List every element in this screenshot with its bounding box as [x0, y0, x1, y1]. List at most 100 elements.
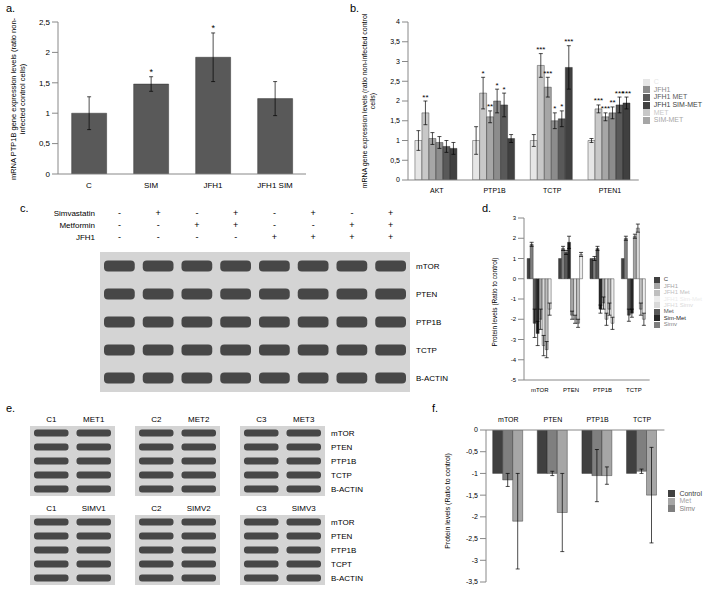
svg-text:B-ACTIN: B-ACTIN — [416, 374, 448, 383]
svg-text:**: ** — [609, 98, 615, 107]
svg-text:+: + — [388, 220, 393, 230]
svg-text:PTEN: PTEN — [331, 443, 353, 452]
svg-text:SIMV1: SIMV1 — [82, 504, 107, 513]
svg-text:*: * — [553, 104, 556, 113]
svg-text:-5: -5 — [511, 377, 517, 383]
svg-text:0,5: 0,5 — [39, 139, 51, 148]
svg-text:1: 1 — [46, 109, 51, 118]
svg-text:C1: C1 — [46, 504, 57, 513]
svg-text:1,5: 1,5 — [390, 117, 400, 124]
svg-text:-: - — [157, 220, 160, 230]
svg-text:1: 1 — [513, 256, 517, 262]
svg-text:***: *** — [543, 69, 552, 78]
svg-text:-: - — [273, 208, 276, 218]
svg-text:mTOR: mTOR — [416, 262, 440, 271]
svg-text:PTP1B: PTP1B — [416, 318, 441, 327]
svg-text:-1,5: -1,5 — [466, 492, 478, 499]
svg-text:-: - — [157, 232, 160, 242]
svg-text:PTEN: PTEN — [563, 387, 579, 392]
svg-text:*: * — [482, 69, 485, 78]
svg-text:***: *** — [622, 89, 631, 98]
svg-text:**: ** — [487, 102, 493, 111]
svg-text:+: + — [349, 220, 354, 230]
svg-text:+: + — [388, 232, 393, 242]
svg-text:PTEN: PTEN — [416, 290, 438, 299]
svg-text:C3: C3 — [256, 504, 267, 513]
svg-text:+: + — [310, 232, 315, 242]
svg-text:JFH1: JFH1 — [203, 181, 223, 190]
svg-text:+: + — [194, 220, 199, 230]
svg-text:-1: -1 — [472, 470, 478, 477]
svg-text:-3: -3 — [472, 557, 478, 564]
svg-text:-: - — [273, 220, 276, 230]
svg-text:JFH1 SIM: JFH1 SIM — [257, 181, 293, 190]
svg-text:1: 1 — [396, 137, 400, 144]
svg-text:PTEN1: PTEN1 — [599, 187, 622, 194]
svg-text:+: + — [388, 208, 393, 218]
svg-text:PTP1B: PTP1B — [331, 546, 356, 555]
svg-text:C1: C1 — [46, 415, 57, 424]
svg-text:-: - — [118, 208, 121, 218]
svg-text:B-ACTIN: B-ACTIN — [331, 574, 363, 583]
svg-text:-: - — [234, 232, 237, 242]
svg-text:B-ACTIN: B-ACTIN — [331, 485, 363, 494]
svg-text:*: * — [560, 102, 563, 111]
svg-text:0: 0 — [474, 426, 478, 433]
svg-text:PTP1B: PTP1B — [483, 187, 506, 194]
svg-text:TCTP: TCTP — [543, 187, 562, 194]
svg-text:PTEN: PTEN — [331, 532, 353, 541]
svg-text:PTP1B: PTP1B — [331, 457, 356, 466]
svg-text:MET1: MET1 — [83, 415, 105, 424]
svg-text:+: + — [272, 232, 277, 242]
svg-text:-3,5: -3,5 — [466, 578, 478, 585]
svg-text:***: *** — [536, 45, 545, 54]
svg-text:C: C — [86, 181, 92, 190]
svg-text:+: + — [349, 232, 354, 242]
svg-text:TCPT: TCPT — [331, 560, 352, 569]
svg-text:1,5: 1,5 — [39, 79, 51, 88]
svg-text:JFH1: JFH1 — [76, 233, 96, 242]
svg-text:TCTP: TCTP — [633, 416, 652, 423]
svg-text:SIMV3: SIMV3 — [292, 504, 317, 513]
svg-text:***: *** — [564, 37, 573, 46]
svg-text:-4: -4 — [511, 357, 517, 363]
svg-text:Metformin: Metformin — [59, 221, 95, 230]
svg-text:**: ** — [422, 93, 428, 102]
svg-text:0: 0 — [396, 176, 400, 183]
svg-text:mTOR: mTOR — [531, 387, 549, 392]
svg-text:MET3: MET3 — [293, 415, 315, 424]
svg-text:0,5: 0,5 — [390, 157, 400, 164]
svg-text:*: * — [211, 23, 215, 33]
svg-text:4: 4 — [396, 18, 400, 25]
svg-text:C2: C2 — [151, 504, 162, 513]
svg-text:+: + — [310, 208, 315, 218]
svg-text:SIM: SIM — [144, 181, 159, 190]
svg-text:C3: C3 — [256, 415, 267, 424]
svg-text:TCTP: TCTP — [416, 346, 437, 355]
svg-text:-: - — [195, 232, 198, 242]
svg-text:-3: -3 — [511, 337, 517, 343]
svg-text:-0,5: -0,5 — [466, 448, 478, 455]
svg-text:-: - — [350, 208, 353, 218]
svg-text:TCTP: TCTP — [331, 471, 352, 480]
svg-text:+: + — [233, 208, 238, 218]
svg-text:c.: c. — [20, 202, 29, 214]
svg-text:2: 2 — [513, 235, 517, 241]
svg-text:-: - — [312, 220, 315, 230]
svg-text:mTOR: mTOR — [498, 416, 518, 423]
svg-text:2: 2 — [396, 97, 400, 104]
svg-text:*: * — [149, 67, 153, 77]
svg-text:+: + — [233, 220, 238, 230]
svg-text:2,5: 2,5 — [390, 78, 400, 85]
svg-text:PTP1B: PTP1B — [586, 416, 609, 423]
svg-text:C2: C2 — [151, 415, 162, 424]
svg-text:SIMV2: SIMV2 — [187, 504, 212, 513]
svg-text:2,5: 2,5 — [39, 18, 51, 27]
svg-text:Simvastatin: Simvastatin — [54, 209, 95, 218]
svg-text:TCTP: TCTP — [626, 387, 642, 392]
svg-text:*: * — [503, 85, 506, 94]
svg-text:-: - — [118, 232, 121, 242]
svg-text:*: * — [496, 81, 499, 90]
svg-text:+: + — [155, 208, 160, 218]
svg-text:3: 3 — [396, 58, 400, 65]
